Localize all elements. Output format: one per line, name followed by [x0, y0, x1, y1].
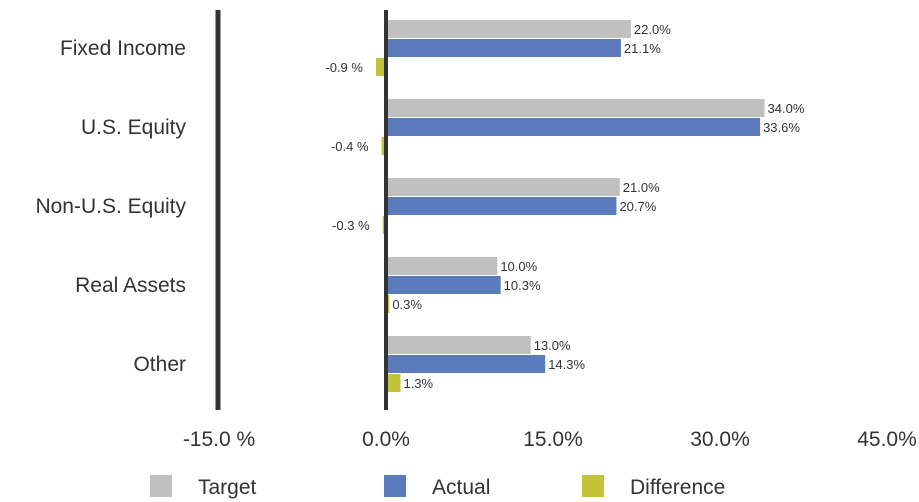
- bar-difference: [381, 137, 386, 155]
- category-labels: Fixed Income U.S. Equity Non-U.S. Equity Re…: [35, 37, 186, 376]
- x-tick-label: -15.0 %: [183, 428, 255, 451]
- bar-actual: [386, 118, 761, 136]
- data-label-target: 22.0%: [634, 22, 671, 37]
- bar-target: [386, 99, 765, 117]
- bar-target: [386, 257, 498, 275]
- category-label: Fixed Income: [60, 37, 186, 60]
- x-tick-label: 0.0%: [362, 428, 410, 451]
- category-label: Real Assets: [75, 274, 186, 297]
- legend: Target Actual Difference: [150, 475, 725, 499]
- legend-swatch-difference: [582, 475, 604, 497]
- data-label-difference: 0.3%: [392, 297, 422, 312]
- data-label-actual: 20.7%: [619, 199, 656, 214]
- x-tick-label: 15.0%: [523, 428, 583, 451]
- bar-target: [386, 178, 620, 196]
- data-label-actual: 33.6%: [763, 120, 800, 135]
- legend-label-target: Target: [198, 476, 257, 499]
- data-label-target: 21.0%: [623, 180, 660, 195]
- legend-label-difference: Difference: [630, 476, 725, 499]
- category-label: Non-U.S. Equity: [35, 195, 186, 218]
- bars: [375, 20, 765, 392]
- data-label-actual: 21.1%: [624, 41, 661, 56]
- bar-difference: [375, 58, 386, 76]
- data-label-difference: 1.3%: [403, 376, 433, 391]
- bar-actual: [386, 355, 546, 373]
- data-label-target: 13.0%: [534, 338, 571, 353]
- category-label: Other: [133, 353, 186, 376]
- data-labels: 22.0% 21.1% -0.9 % 34.0% 33.6% -0.4 % 21.0% 20.…: [325, 22, 804, 391]
- data-label-difference: -0.3 %: [332, 218, 370, 233]
- legend-swatch-target: [150, 475, 172, 497]
- bar-actual: [386, 39, 621, 57]
- data-label-target: 10.0%: [500, 259, 537, 274]
- data-label-actual: 14.3%: [548, 357, 585, 372]
- data-label-actual: 10.3%: [504, 278, 541, 293]
- bar-target: [386, 336, 531, 354]
- bar-target: [386, 20, 631, 38]
- legend-label-actual: Actual: [432, 476, 490, 499]
- category-label: U.S. Equity: [81, 116, 187, 139]
- data-label-target: 34.0%: [768, 101, 805, 116]
- x-tick-labels: -15.0 % 0.0% 15.0% 30.0% 45.0%: [183, 428, 917, 451]
- data-label-difference: -0.4 %: [331, 139, 369, 154]
- bar-actual: [386, 197, 617, 215]
- data-label-difference: -0.9 %: [325, 60, 363, 75]
- bar-difference: [386, 374, 401, 392]
- bar-actual: [386, 276, 501, 294]
- x-tick-label: 30.0%: [690, 428, 750, 451]
- legend-swatch-actual: [384, 475, 406, 497]
- x-tick-label: 45.0%: [857, 428, 917, 451]
